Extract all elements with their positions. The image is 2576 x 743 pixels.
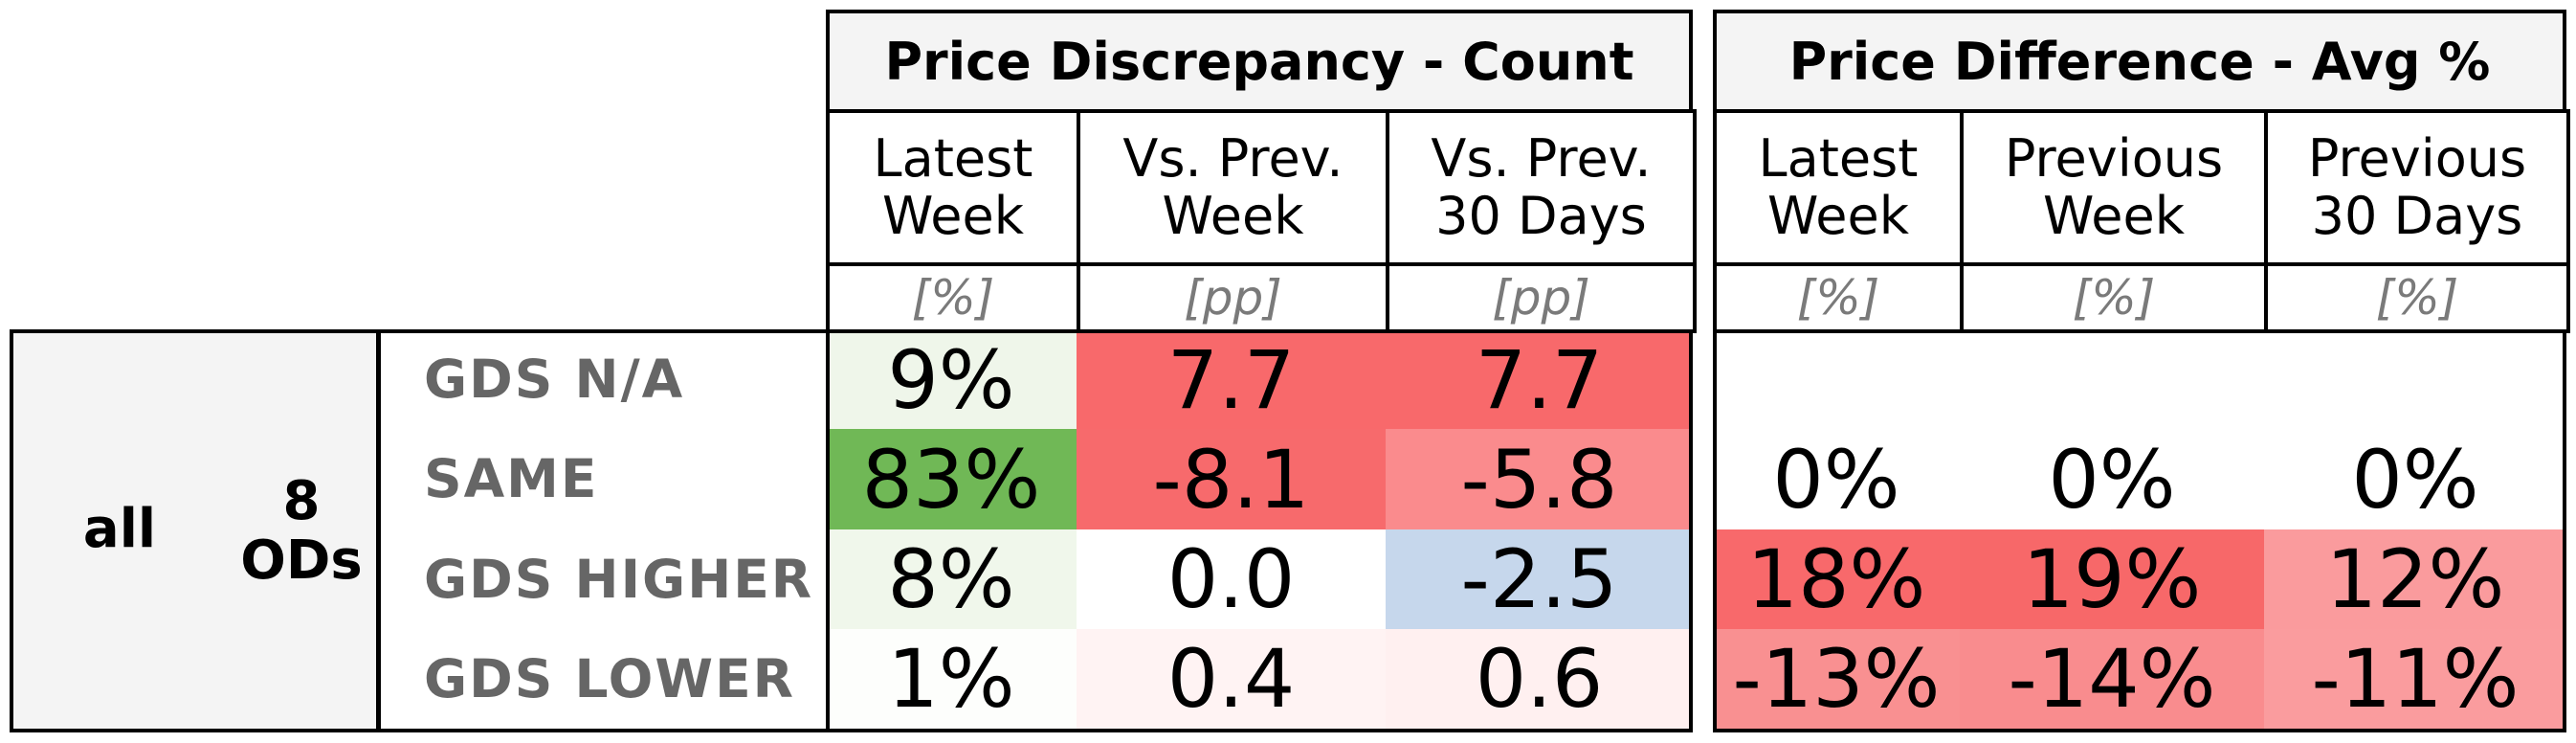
column-unit-1-2: [%] bbox=[2264, 262, 2570, 333]
table-cell: 0% bbox=[1960, 429, 2264, 530]
column-header-0-0: Latest Week bbox=[826, 109, 1080, 266]
row-label: GDS LOWER bbox=[424, 647, 795, 709]
table-cell: 83% bbox=[826, 429, 1077, 530]
segment-label: all bbox=[82, 498, 157, 561]
column-header-0-1: Vs. Prev. Week bbox=[1077, 109, 1389, 266]
table-cell: 1% bbox=[826, 628, 1077, 730]
column-unit-0-1: [pp] bbox=[1077, 262, 1389, 333]
table-cell bbox=[1960, 329, 2264, 430]
table-cell: 7.7 bbox=[1077, 329, 1386, 430]
table-cell: 0% bbox=[2264, 429, 2566, 530]
table-cell: -13% bbox=[1713, 628, 1960, 730]
ods-label: 8 ODs bbox=[240, 470, 363, 592]
column-unit-1-1: [%] bbox=[1960, 262, 2268, 333]
table-cell: 0.0 bbox=[1077, 529, 1386, 630]
table-cell: -11% bbox=[2264, 628, 2566, 730]
group-title-discrepancy: Price Discrepancy - Count bbox=[826, 10, 1693, 113]
table-cell: 19% bbox=[1960, 529, 2264, 630]
body-left-edge bbox=[10, 329, 830, 333]
body-bottom-edge bbox=[10, 729, 830, 732]
group1-body-frame bbox=[826, 329, 1693, 732]
column-unit-1-0: [%] bbox=[1713, 262, 1964, 333]
table-cell: 9% bbox=[826, 329, 1077, 430]
row-label: SAME bbox=[424, 448, 599, 510]
table-cell: 0.4 bbox=[1077, 628, 1386, 730]
column-unit-0-2: [pp] bbox=[1386, 262, 1697, 333]
table-cell: -5.8 bbox=[1386, 429, 1693, 530]
table-cell: 7.7 bbox=[1386, 329, 1693, 430]
column-header-1-2: Previous 30 Days bbox=[2264, 109, 2570, 266]
table-cell: -8.1 bbox=[1077, 429, 1386, 530]
group2-body-frame bbox=[1713, 329, 2566, 732]
column-header-1-0: Latest Week bbox=[1713, 109, 1964, 266]
row-label: GDS HIGHER bbox=[424, 548, 814, 610]
table-cell bbox=[1713, 329, 1960, 430]
table-cell: -2.5 bbox=[1386, 529, 1693, 630]
table-cell: 12% bbox=[2264, 529, 2566, 630]
column-unit-0-0: [%] bbox=[826, 262, 1080, 333]
group-title-difference: Price Difference - Avg % bbox=[1713, 10, 2566, 113]
table-cell bbox=[2264, 329, 2566, 430]
table-cell: 18% bbox=[1713, 529, 1960, 630]
column-header-0-2: Vs. Prev. 30 Days bbox=[1386, 109, 1697, 266]
stub-divider bbox=[376, 329, 380, 732]
table-cell: 8% bbox=[826, 529, 1077, 630]
column-header-1-1: Previous Week bbox=[1960, 109, 2268, 266]
table-cell: 0.6 bbox=[1386, 628, 1693, 730]
table-cell: -14% bbox=[1960, 628, 2264, 730]
table-cell: 0% bbox=[1713, 429, 1960, 530]
row-label: GDS N/A bbox=[424, 349, 685, 411]
stub-panel bbox=[10, 329, 381, 732]
